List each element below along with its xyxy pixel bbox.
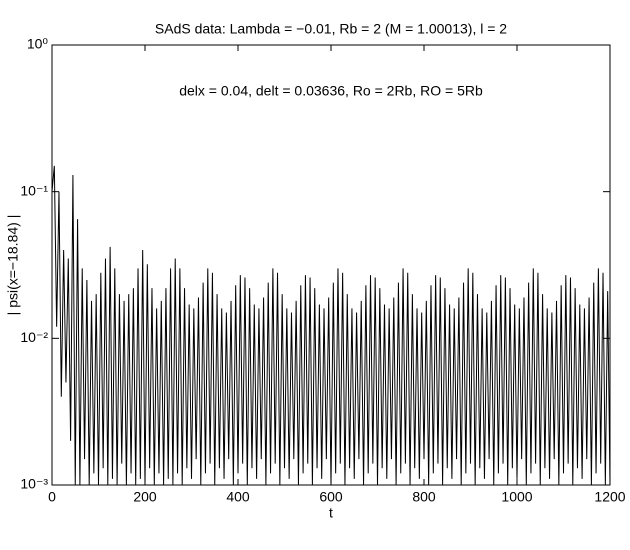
x-tick-label: 400 [226,489,250,505]
x-tick-label: 600 [319,489,343,505]
x-axis-label: t [329,505,333,521]
chart-title: SAdS data: Lambda = −0.01, Rb = 2 (M = 1… [155,21,507,37]
y-tick-label: 10⁻² [20,329,48,345]
plot-frame [51,44,611,486]
y-tick-label: 10⁻³ [20,476,48,492]
x-tick-label: 1200 [594,489,625,505]
y-tick-label: 10⁰ [27,36,49,52]
x-tick-label: 200 [133,489,157,505]
y-tick-label: 10⁻¹ [20,182,48,198]
x-tick-label: 1000 [501,489,532,505]
annotation: delx = 0.04, delt = 0.03636, Ro = 2Rb, R… [179,83,483,99]
y-axis-label: | psi(x=−18.84) | [5,215,21,316]
x-tick-label: 800 [412,489,436,505]
x-tick-label: 0 [48,489,56,505]
data-line [52,165,610,485]
